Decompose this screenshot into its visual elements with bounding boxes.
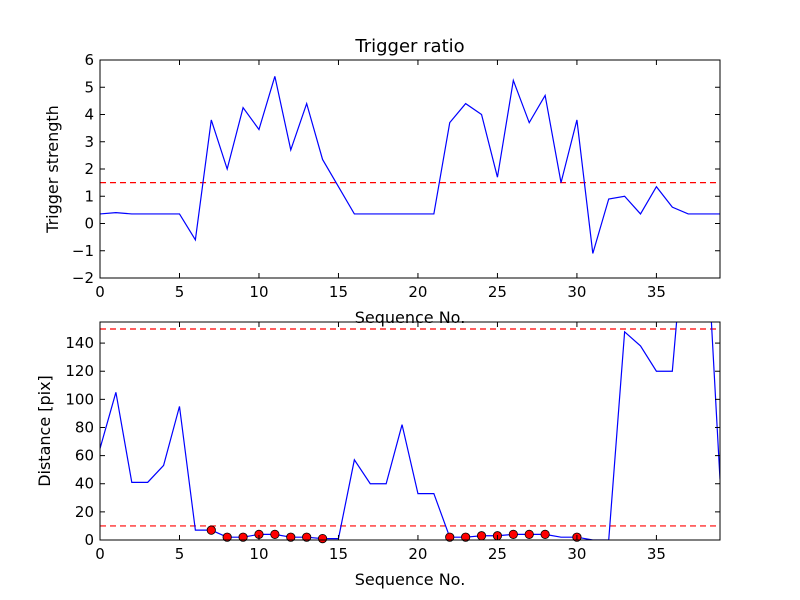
y-tick-label: 100 — [65, 390, 94, 408]
y-tick-label: 4 — [84, 106, 94, 124]
x-axis-label: Sequence No. — [355, 308, 466, 327]
y-tick-label: 6 — [84, 51, 94, 69]
y-axis-label: Distance [pix] — [35, 375, 54, 487]
y-tick-label: 140 — [65, 334, 94, 352]
y-tick-label: 0 — [84, 215, 94, 233]
x-tick-label: 5 — [175, 283, 185, 301]
data-point-marker — [302, 532, 312, 542]
x-tick-label: 20 — [408, 283, 427, 301]
y-tick-label: 60 — [75, 447, 94, 465]
distance-chart: 0 5 10 15 20 25 30 35 0 20 40 60 80 100 120 140 Sequence… — [35, 321, 721, 589]
x-tick-label: 10 — [249, 283, 268, 301]
x-tick-label: 20 — [408, 545, 427, 563]
y-tick-label: −2 — [72, 269, 94, 287]
trigger-ratio-chart: 0 5 10 15 20 25 30 35 −2 −1 0 1 2 3 4 5 6 Trigger ratio Se… — [43, 36, 721, 327]
chart-title: Trigger ratio — [354, 36, 464, 57]
x-tick-label: 15 — [329, 545, 348, 563]
data-point-marker — [508, 529, 518, 539]
axes-frame — [99, 321, 721, 541]
data-point-marker — [476, 531, 487, 541]
x-tick-label: 35 — [647, 545, 666, 563]
x-tick-label: 30 — [567, 545, 586, 563]
y-tick-label: 5 — [84, 78, 94, 96]
y-tick-label: 1 — [84, 187, 94, 205]
data-point-marker — [461, 532, 471, 542]
y-tick-label: 2 — [84, 160, 94, 178]
y-tick-label: 80 — [75, 418, 94, 436]
series-line-0 — [100, 76, 720, 254]
y-tick-label: −1 — [72, 242, 94, 260]
data-point-marker — [206, 525, 216, 535]
x-tick-label: 5 — [175, 545, 185, 563]
x-tick-label: 35 — [647, 283, 666, 301]
x-tick-label: 0 — [95, 545, 105, 563]
y-tick-label: 120 — [65, 362, 94, 380]
series-line-0 — [100, 322, 720, 540]
y-axis-label: Trigger strength — [43, 105, 62, 234]
data-point-marker — [238, 532, 248, 542]
data-point-marker — [286, 532, 296, 542]
x-tick-label: 15 — [329, 283, 348, 301]
x-tick-label: 0 — [95, 283, 105, 301]
y-tick-label: 0 — [84, 531, 94, 549]
data-point-marker — [317, 533, 328, 544]
x-tick-label: 25 — [488, 283, 507, 301]
data-point-marker — [270, 529, 280, 539]
data-point-marker — [445, 532, 455, 542]
y-tick-label: 3 — [84, 133, 94, 151]
axes-frame — [99, 59, 721, 279]
x-axis-label: Sequence No. — [355, 570, 466, 589]
data-point-marker — [222, 532, 232, 542]
data-point-marker — [524, 529, 534, 539]
y-tick-label: 20 — [75, 503, 94, 521]
x-tick-label: 30 — [567, 283, 586, 301]
x-tick-label: 10 — [249, 545, 268, 563]
x-tick-label: 25 — [488, 545, 507, 563]
y-tick-label: 40 — [75, 475, 94, 493]
data-point-marker — [540, 529, 550, 539]
